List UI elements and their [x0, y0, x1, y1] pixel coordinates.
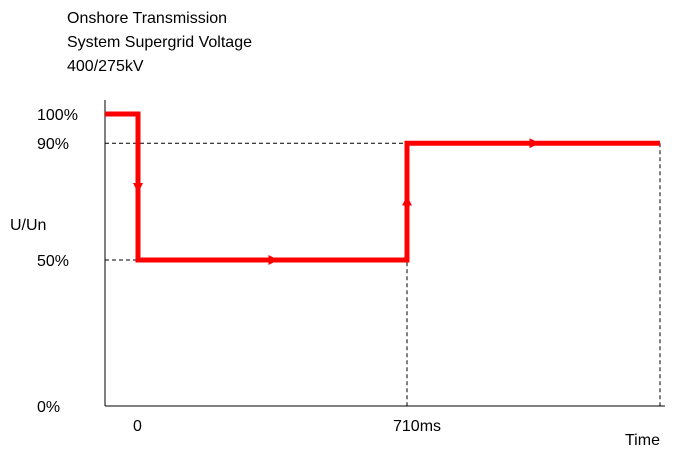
series-line [105, 111, 660, 263]
chart-title-line-1: Onshore Transmission [67, 10, 228, 27]
y-tick-label: 90% [37, 136, 69, 153]
x-axis-label: Time [625, 432, 660, 449]
x-tick-label: 710ms [393, 418, 441, 435]
y-tick-label: 0% [37, 399, 60, 416]
x-tick-label: 0 [133, 418, 142, 435]
chart-title-line-3: 400/275kV [67, 58, 144, 75]
y-axis-label: U/Un [10, 217, 46, 234]
y-tick-label: 50% [37, 253, 69, 270]
y-tick-label: 100% [37, 107, 78, 124]
chart-title-line-2: System Supergrid Voltage [67, 34, 252, 51]
